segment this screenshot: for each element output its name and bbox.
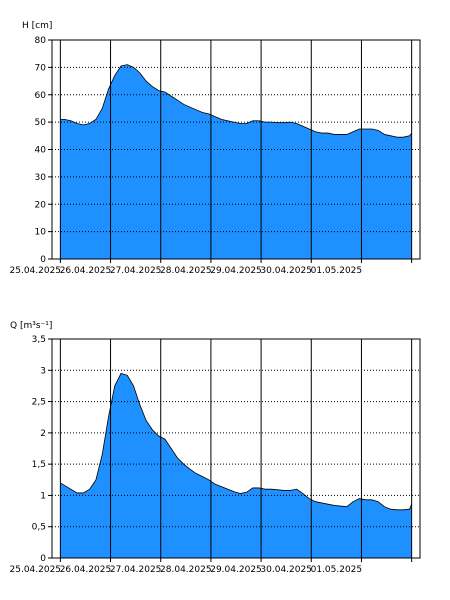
series-line bbox=[60, 372, 413, 511]
y-tick-label: 70 bbox=[35, 63, 47, 73]
y-tick-label: 20 bbox=[35, 200, 47, 210]
x-tick-label: 27.04.2025 bbox=[110, 565, 162, 575]
x-tick-label: 29.04.2025 bbox=[210, 266, 262, 276]
y-tick-label: 3,5 bbox=[32, 335, 46, 345]
x-tick-label: 26.04.2025 bbox=[60, 266, 112, 276]
y-tick-label: 40 bbox=[35, 146, 47, 156]
x-tick-label: 28.04.2025 bbox=[160, 565, 212, 575]
y-tick-label: 60 bbox=[35, 91, 47, 101]
x-tick-label: 25.04.2025 bbox=[10, 565, 62, 575]
series-area bbox=[60, 64, 412, 259]
y-tick-label: 3 bbox=[40, 366, 46, 376]
series-area bbox=[60, 373, 412, 558]
y-tick-label: 1,5 bbox=[32, 460, 46, 470]
y-tick-label: 50 bbox=[35, 118, 47, 128]
y-tick-label: 80 bbox=[35, 36, 47, 46]
y-tick-label: 0 bbox=[40, 554, 46, 564]
y-tick-label: 2 bbox=[40, 429, 46, 439]
y-tick-label: 2,5 bbox=[32, 398, 46, 408]
x-tick-label: 01.05.2025 bbox=[311, 565, 363, 575]
y-tick-label: 10 bbox=[35, 228, 47, 238]
x-tick-label: 30.04.2025 bbox=[260, 565, 312, 575]
x-tick-label: 29.04.2025 bbox=[210, 565, 262, 575]
x-tick-label: 30.04.2025 bbox=[260, 266, 312, 276]
x-tick-label: 26.04.2025 bbox=[60, 565, 112, 575]
plot-frame bbox=[51, 39, 421, 260]
plot-frame bbox=[51, 338, 421, 559]
x-tick-label: 27.04.2025 bbox=[110, 266, 162, 276]
water-level-chart: 0 10 20 30 40 50 60 70 80 25.04.202526.04.202527.… bbox=[10, 21, 421, 276]
x-tick-label: 01.05.2025 bbox=[311, 266, 363, 276]
y-tick-label: 0 bbox=[40, 255, 46, 265]
x-tick-label: 25.04.2025 bbox=[10, 266, 62, 276]
y-axis-label: H [cm] bbox=[22, 21, 52, 31]
y-tick-label: 0,5 bbox=[32, 523, 46, 533]
y-axis-label: Q [m³s⁻¹] bbox=[10, 321, 52, 331]
discharge-chart: 0 0,5 1 1,5 2 2,5 3 3,5 25.04.202526.04.202527.0… bbox=[10, 321, 421, 575]
x-tick-label: 28.04.2025 bbox=[160, 266, 212, 276]
series-line bbox=[60, 64, 412, 138]
y-tick-label: 30 bbox=[35, 173, 47, 183]
y-tick-label: 1 bbox=[40, 491, 46, 501]
